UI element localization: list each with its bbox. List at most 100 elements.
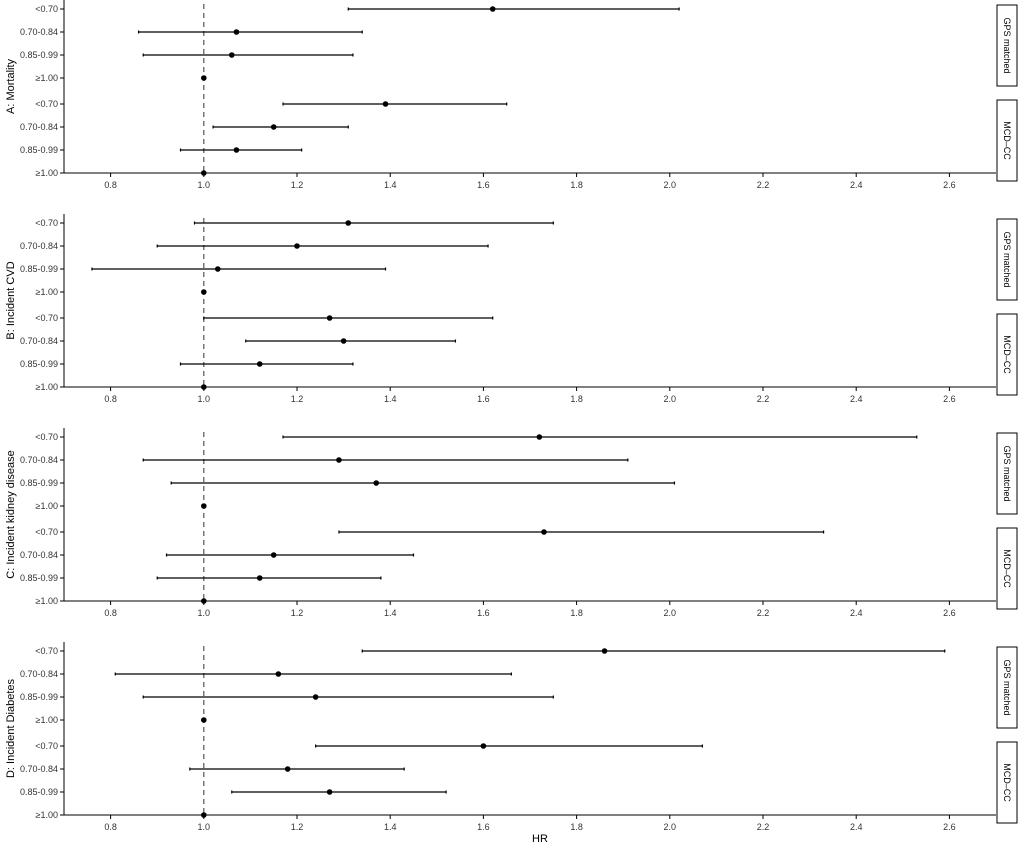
x-tick-label: 1.0 xyxy=(198,608,211,618)
hr-point xyxy=(326,315,333,321)
x-tick-label: 2.4 xyxy=(850,822,863,832)
strip-box xyxy=(996,313,1018,396)
y-tick-label: <0.70 xyxy=(35,218,58,228)
hr-point xyxy=(201,717,207,723)
x-tick-label: 1.2 xyxy=(291,822,304,832)
hr-point xyxy=(256,575,263,581)
x-tick-label: 0.8 xyxy=(104,180,117,190)
x-tick-label: 1.2 xyxy=(291,608,304,618)
hr-point xyxy=(340,338,347,344)
x-tick-label: 1.0 xyxy=(198,822,211,832)
strip-label: GPS matched xyxy=(1002,445,1012,501)
hr-point xyxy=(489,6,496,12)
strip-label: GPS matched xyxy=(1002,231,1012,287)
x-tick-label: 1.8 xyxy=(570,394,583,404)
hr-point xyxy=(201,75,207,81)
x-tick-label: 1.4 xyxy=(384,180,397,190)
y-tick-label: <0.70 xyxy=(35,99,58,109)
x-tick-label: 1.2 xyxy=(291,180,304,190)
x-tick-label: 2.6 xyxy=(943,394,956,404)
y-tick-label: 0.85-0.99 xyxy=(20,692,58,702)
panel-y-label: B: Incident CVD xyxy=(5,261,17,339)
panel-y-label: D: Incident Diabetes xyxy=(5,678,17,778)
x-tick-label: 0.8 xyxy=(104,822,117,832)
y-tick-label: 0.85-0.99 xyxy=(20,50,58,60)
x-tick-label: 1.0 xyxy=(198,180,211,190)
x-tick-label: 2.2 xyxy=(757,608,770,618)
x-tick-label: 2.0 xyxy=(664,608,677,618)
hr-point xyxy=(294,243,300,249)
x-tick-label: 1.2 xyxy=(291,394,304,404)
forest-panel: 0.8 1.0 1.2 1.4 1.6 1.8 2.0 2.2 2.4 2.6 C: Inciden… xyxy=(5,428,1018,618)
y-tick-label: 0.70-0.84 xyxy=(20,455,58,465)
strip-box xyxy=(996,741,1018,824)
hr-point xyxy=(201,289,207,295)
hr-point xyxy=(256,361,263,367)
hr-point xyxy=(201,170,207,176)
x-tick-label: 0.8 xyxy=(104,394,117,404)
x-tick-label: 2.2 xyxy=(757,394,770,404)
hr-point xyxy=(233,147,240,153)
hr-point xyxy=(270,552,277,558)
hr-point xyxy=(270,124,277,130)
hr-point xyxy=(201,812,207,818)
y-tick-label: 0.70-0.84 xyxy=(20,241,58,251)
y-tick-label: 0.70-0.84 xyxy=(20,669,58,679)
y-tick-label: ≥1.00 xyxy=(36,596,58,606)
hr-point xyxy=(326,789,333,795)
hr-point xyxy=(345,220,352,226)
hr-point xyxy=(541,529,547,535)
x-tick-label: 2.2 xyxy=(757,822,770,832)
y-tick-label: 0.70-0.84 xyxy=(20,27,58,37)
y-tick-label: ≥1.00 xyxy=(36,73,58,83)
x-tick-label: 2.6 xyxy=(943,608,956,618)
y-tick-label: <0.70 xyxy=(35,313,58,323)
y-tick-label: 0.85-0.99 xyxy=(20,573,58,583)
y-tick-label: <0.70 xyxy=(35,646,58,656)
strip-label: GPS matched xyxy=(1002,659,1012,715)
hr-point xyxy=(312,694,319,700)
y-tick-label: 0.70-0.84 xyxy=(20,336,58,346)
strip-label: MCD–CC xyxy=(1002,763,1012,802)
hr-point xyxy=(201,384,207,390)
x-tick-label: 2.6 xyxy=(943,822,956,832)
strip-label: MCD–CC xyxy=(1002,335,1012,374)
y-tick-label: 0.70-0.84 xyxy=(20,122,58,132)
x-tick-label: 2.0 xyxy=(664,180,677,190)
hr-point xyxy=(373,480,380,486)
strip-label: MCD–CC xyxy=(1002,121,1012,160)
strip-box xyxy=(996,527,1018,610)
forest-plot-panels: 0.8 1.0 1.2 1.4 1.6 1.8 2.0 2.2 2.4 2.6 A: Mortali… xyxy=(5,0,1018,832)
hr-point xyxy=(284,766,291,772)
strip-box xyxy=(996,218,1018,301)
x-tick-label: 1.8 xyxy=(570,608,583,618)
x-tick-label: 2.0 xyxy=(664,822,677,832)
x-tick-label: 1.8 xyxy=(570,822,583,832)
x-axis-title: HR xyxy=(532,833,548,845)
y-tick-label: ≥1.00 xyxy=(36,287,58,297)
y-tick-label: ≥1.00 xyxy=(36,715,58,725)
y-tick-label: <0.70 xyxy=(35,527,58,537)
x-tick-label: 1.6 xyxy=(477,822,490,832)
x-tick-label: 2.4 xyxy=(850,394,863,404)
y-tick-label: ≥1.00 xyxy=(36,810,58,820)
forest-panel: 0.8 1.0 1.2 1.4 1.6 1.8 2.0 2.2 2.4 2.6 D: Inciden… xyxy=(5,642,1018,832)
strip-box xyxy=(996,4,1018,87)
hr-point xyxy=(480,743,487,749)
y-tick-label: 0.70-0.84 xyxy=(20,764,58,774)
x-tick-label: 1.4 xyxy=(384,822,397,832)
hr-point xyxy=(201,598,207,604)
y-tick-label: <0.70 xyxy=(35,4,58,14)
y-tick-label: 0.85-0.99 xyxy=(20,359,58,369)
hr-point xyxy=(275,671,282,677)
hr-point xyxy=(214,266,221,272)
x-tick-label: 0.8 xyxy=(104,608,117,618)
hr-point xyxy=(336,457,342,463)
strip-label: MCD–CC xyxy=(1002,549,1012,588)
y-tick-label: 0.85-0.99 xyxy=(20,264,58,274)
y-tick-label: 0.85-0.99 xyxy=(20,478,58,488)
y-tick-label: 0.70-0.84 xyxy=(20,550,58,560)
hr-point xyxy=(201,503,207,509)
y-tick-label: <0.70 xyxy=(35,432,58,442)
